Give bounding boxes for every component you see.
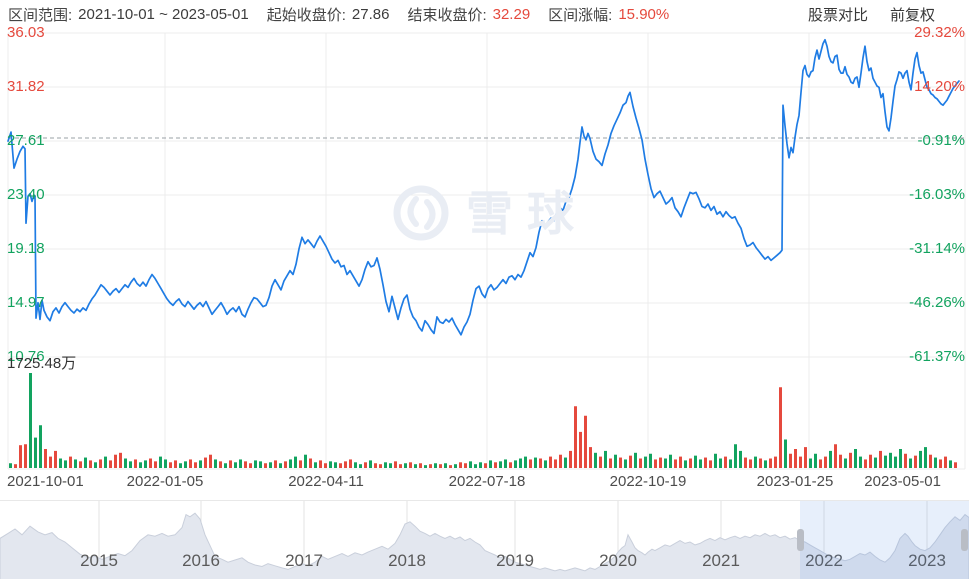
- percent-axis-label: -61.37%: [909, 348, 965, 365]
- range-label: 区间范围:: [8, 6, 73, 24]
- start-close-label: 起始收盘价:: [266, 6, 346, 24]
- adjust-mode-button[interactable]: 前复权: [889, 6, 935, 24]
- date-axis-label: 2023-01-25: [756, 473, 834, 490]
- volume-max-label: 1725.48万: [7, 355, 77, 372]
- range-value: 2021-10-01 ~ 2023-05-01: [78, 5, 249, 23]
- price-axis-label: 23.40: [7, 186, 45, 203]
- nav-year-label: 2016: [182, 551, 220, 570]
- price-axis-label: 27.61: [7, 132, 45, 149]
- percent-axis-label: -16.03%: [909, 186, 965, 203]
- nav-year-label: 2019: [496, 551, 534, 570]
- nav-year-label: 2023: [908, 551, 946, 570]
- date-axis-label: 2022-07-18: [448, 473, 526, 490]
- nav-handle-left[interactable]: [797, 529, 804, 551]
- nav-area-chart[interactable]: [0, 501, 969, 579]
- price-axis-label: 10.76: [7, 348, 45, 365]
- date-axis-label: 2023-05-01: [864, 473, 941, 490]
- stock-compare-button[interactable]: 股票对比: [807, 6, 868, 24]
- end-close-label: 结束收盘价:: [407, 6, 487, 24]
- nav-year-label: 2021: [702, 551, 740, 570]
- date-axis-label: 2021-10-01: [7, 473, 84, 490]
- nav-selection[interactable]: [800, 501, 969, 579]
- change-value: 15.90%: [618, 5, 670, 23]
- price-axis-label: 36.03: [7, 24, 45, 41]
- change-label: 区间涨幅:: [548, 6, 613, 24]
- percent-axis-label: 14.20%: [914, 78, 965, 95]
- price-axis-label: 19.18: [7, 240, 45, 257]
- percent-axis-label: -46.26%: [909, 294, 965, 311]
- date-axis-label: 2022-10-19: [609, 473, 687, 490]
- nav-year-label: 2018: [388, 551, 426, 570]
- navigator[interactable]: 2015 2016 2017 2018 2019 2020 2021 2022 2023: [0, 500, 969, 579]
- date-axis-label: 2022-04-11: [288, 473, 364, 490]
- end-close-value: 32.29: [492, 5, 531, 23]
- price-axis-label: 14.97: [7, 294, 45, 311]
- percent-axis-label: -31.14%: [909, 240, 965, 257]
- nav-year-label: 2015: [80, 551, 118, 570]
- nav-year-label: 2022: [805, 551, 843, 570]
- price-volume-chart[interactable]: [0, 28, 969, 470]
- start-close-value: 27.86: [351, 5, 390, 23]
- percent-axis-label: 29.32%: [914, 24, 965, 41]
- nav-handle-right[interactable]: [961, 529, 968, 551]
- price-axis-label: 31.82: [7, 78, 45, 95]
- nav-year-label: 2020: [599, 551, 637, 570]
- chart-header: 区间范围: 2021-10-01 ~ 2023-05-01 起始收盘价: 27.…: [0, 0, 969, 28]
- date-axis-label: 2022-01-05: [126, 473, 204, 490]
- percent-axis-label: -0.91%: [917, 132, 965, 149]
- nav-year-label: 2017: [285, 551, 323, 570]
